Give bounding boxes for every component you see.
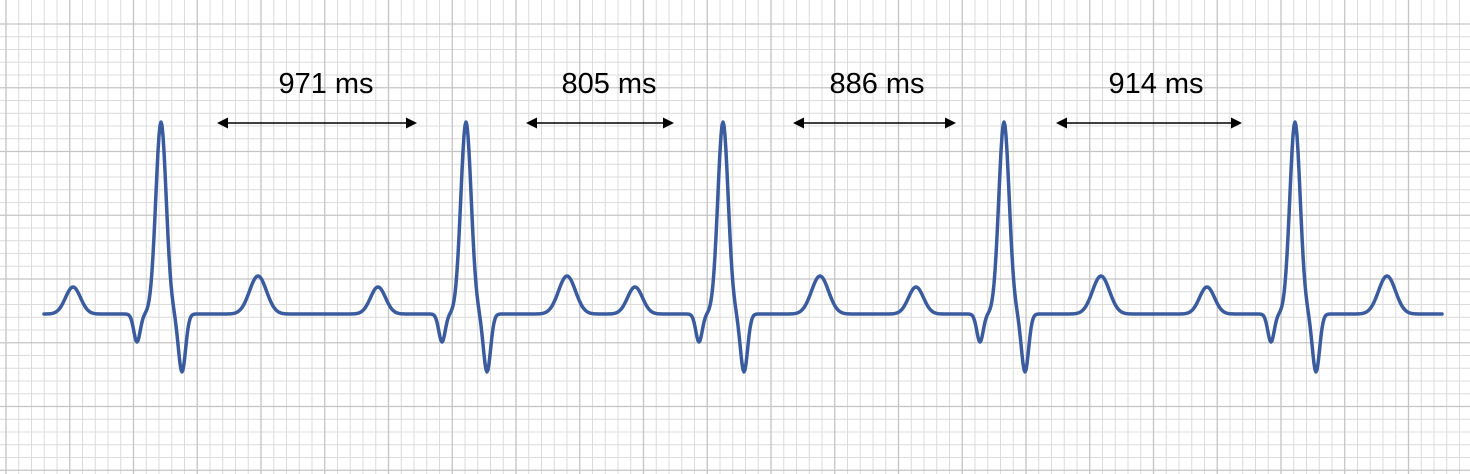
interval-label: 971 ms xyxy=(278,68,373,100)
arrowhead xyxy=(406,117,417,129)
arrowhead xyxy=(217,117,228,129)
double-arrow xyxy=(793,117,956,129)
arrowhead xyxy=(663,117,674,129)
double-arrow xyxy=(1056,117,1242,129)
rr-interval-4: 914 ms xyxy=(1056,68,1242,129)
arrowhead xyxy=(1056,117,1067,129)
arrowhead xyxy=(945,117,956,129)
rr-interval-1: 971 ms xyxy=(217,68,417,129)
double-arrow xyxy=(526,117,674,129)
arrowhead xyxy=(793,117,804,129)
rr-interval-2: 805 ms xyxy=(526,68,674,129)
interval-label: 886 ms xyxy=(829,68,924,100)
rr-interval-3: 886 ms xyxy=(793,68,956,129)
ecg-trace xyxy=(42,120,1444,374)
arrowhead xyxy=(526,117,537,129)
double-arrow xyxy=(217,117,417,129)
arrowhead xyxy=(1231,117,1242,129)
interval-label: 805 ms xyxy=(561,68,656,100)
interval-label: 914 ms xyxy=(1108,68,1203,100)
